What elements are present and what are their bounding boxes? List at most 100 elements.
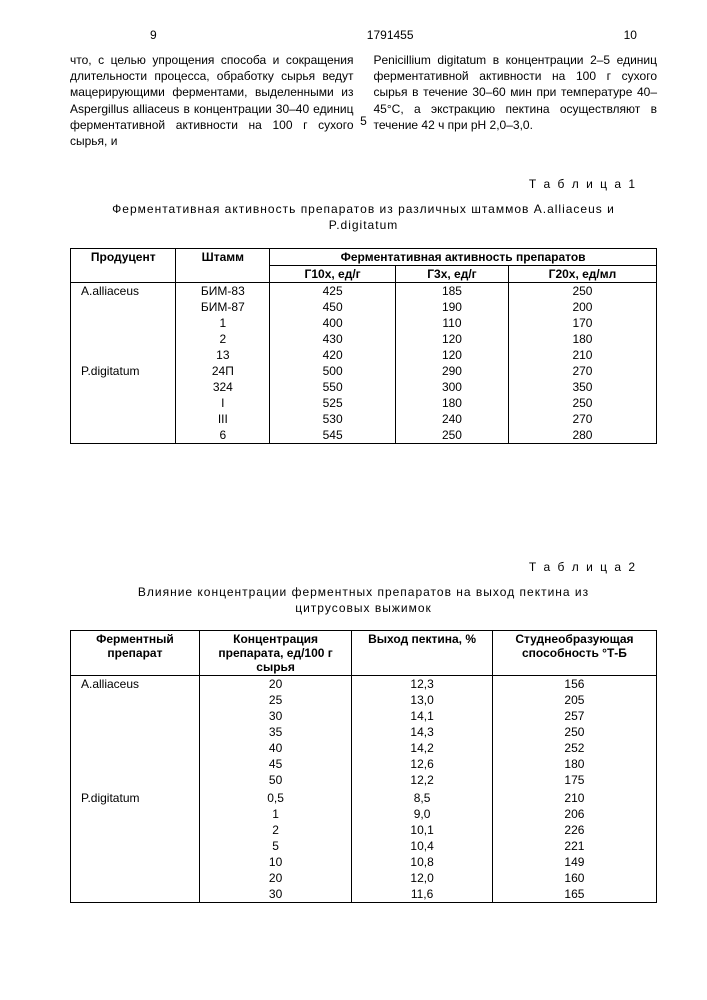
table-row: P.digitatum24П500290270: [71, 363, 657, 379]
page-num-left: 9: [150, 28, 157, 42]
body-columns: что, с целью упрощения способа и сокраще…: [70, 52, 657, 149]
cell-yield: 11,6: [352, 886, 493, 903]
cell-conc: 10: [199, 854, 351, 870]
page-header: 9 1791455 10: [70, 28, 657, 42]
cell-strain: 1: [176, 315, 270, 331]
cell-gel: 149: [492, 854, 656, 870]
t1-sh2: Г3х, ед/г: [396, 265, 509, 282]
cell-b: 110: [396, 315, 509, 331]
table-row: 3011,6165: [71, 886, 657, 903]
table-row: 4512,6180: [71, 756, 657, 772]
cell-conc: 30: [199, 886, 351, 903]
cell-producer: [71, 411, 176, 427]
cell-strain: 2: [176, 331, 270, 347]
cell-a: 400: [270, 315, 396, 331]
table-row: 19,0206: [71, 806, 657, 822]
t1-h-activity: Ферментативная активность препаратов: [270, 248, 657, 265]
cell-a: 420: [270, 347, 396, 363]
table-row: A.alliaceus2012,3156: [71, 675, 657, 692]
table-row: 2430120180: [71, 331, 657, 347]
table1-caption: Ферментативная активность препаратов из …: [110, 201, 617, 233]
cell-conc: 1: [199, 806, 351, 822]
cell-prep: [71, 756, 200, 772]
cell-yield: 9,0: [352, 806, 493, 822]
cell-yield: 10,1: [352, 822, 493, 838]
cell-prep: [71, 740, 200, 756]
cell-yield: 10,4: [352, 838, 493, 854]
cell-a: 430: [270, 331, 396, 347]
cell-conc: 40: [199, 740, 351, 756]
cell-gel: 180: [492, 756, 656, 772]
cell-c: 180: [508, 331, 656, 347]
cell-producer: P.digitatum: [71, 363, 176, 379]
table-row: 3514,3250: [71, 724, 657, 740]
table-row: 510,4221: [71, 838, 657, 854]
cell-strain: 24П: [176, 363, 270, 379]
table-row: 5012,2175: [71, 772, 657, 788]
t1-body: A.alliaceusБИМ-83425185250БИМ-8745019020…: [71, 282, 657, 443]
table-row: 6545250280: [71, 427, 657, 444]
table-row: A.alliaceusБИМ-83425185250: [71, 282, 657, 299]
cell-yield: 8,5: [352, 790, 493, 806]
table-row: 1010,8149: [71, 854, 657, 870]
cell-strain: 6: [176, 427, 270, 444]
table-row: 13420120210: [71, 347, 657, 363]
t2-h4: Студнеобразующая способность °Т-Б: [492, 630, 656, 675]
cell-yield: 12,2: [352, 772, 493, 788]
table-row: 3014,1257: [71, 708, 657, 724]
cell-prep: P.digitatum: [71, 790, 200, 806]
cell-conc: 35: [199, 724, 351, 740]
cell-producer: [71, 331, 176, 347]
cell-conc: 20: [199, 870, 351, 886]
cell-strain: I: [176, 395, 270, 411]
cell-conc: 25: [199, 692, 351, 708]
t2-h2: Концентрация препарата, ед/100 г сырья: [199, 630, 351, 675]
cell-prep: [71, 806, 200, 822]
cell-b: 300: [396, 379, 509, 395]
cell-conc: 0,5: [199, 790, 351, 806]
t1-h-strain: Штамм: [176, 248, 270, 282]
cell-gel: 156: [492, 675, 656, 692]
t1-h-producer: Продуцент: [71, 248, 176, 282]
table2: Ферментный препарат Концентрация препара…: [70, 630, 657, 903]
t2-h1: Ферментный препарат: [71, 630, 200, 675]
cell-gel: 210: [492, 790, 656, 806]
cell-yield: 12,6: [352, 756, 493, 772]
cell-a: 530: [270, 411, 396, 427]
cell-prep: [71, 708, 200, 724]
table-row: 210,1226: [71, 822, 657, 838]
cell-c: 270: [508, 363, 656, 379]
table2-caption: Влияние концентрации ферментных препарат…: [110, 584, 617, 616]
cell-c: 210: [508, 347, 656, 363]
cell-yield: 10,8: [352, 854, 493, 870]
cell-producer: A.alliaceus: [71, 282, 176, 299]
table-row: 1400110170: [71, 315, 657, 331]
cell-gel: 160: [492, 870, 656, 886]
table2-label: Т а б л и ц а 2: [70, 560, 637, 574]
cell-prep: [71, 692, 200, 708]
cell-strain: III: [176, 411, 270, 427]
cell-producer: [71, 427, 176, 444]
cell-conc: 30: [199, 708, 351, 724]
cell-prep: A.alliaceus: [71, 675, 200, 692]
cell-gel: 226: [492, 822, 656, 838]
doc-number: 1791455: [367, 28, 414, 42]
cell-producer: [71, 379, 176, 395]
cell-a: 525: [270, 395, 396, 411]
cell-strain: 13: [176, 347, 270, 363]
cell-b: 180: [396, 395, 509, 411]
cell-conc: 2: [199, 822, 351, 838]
table-row: 4014,2252: [71, 740, 657, 756]
cell-strain: 324: [176, 379, 270, 395]
cell-prep: [71, 772, 200, 788]
cell-gel: 206: [492, 806, 656, 822]
cell-conc: 50: [199, 772, 351, 788]
cell-conc: 45: [199, 756, 351, 772]
cell-conc: 20: [199, 675, 351, 692]
table1: Продуцент Штамм Ферментативная активност…: [70, 248, 657, 444]
cell-yield: 14,3: [352, 724, 493, 740]
cell-gel: 221: [492, 838, 656, 854]
table-row: 2012,0160: [71, 870, 657, 886]
cell-gel: 205: [492, 692, 656, 708]
table1-label: Т а б л и ц а 1: [70, 177, 637, 191]
